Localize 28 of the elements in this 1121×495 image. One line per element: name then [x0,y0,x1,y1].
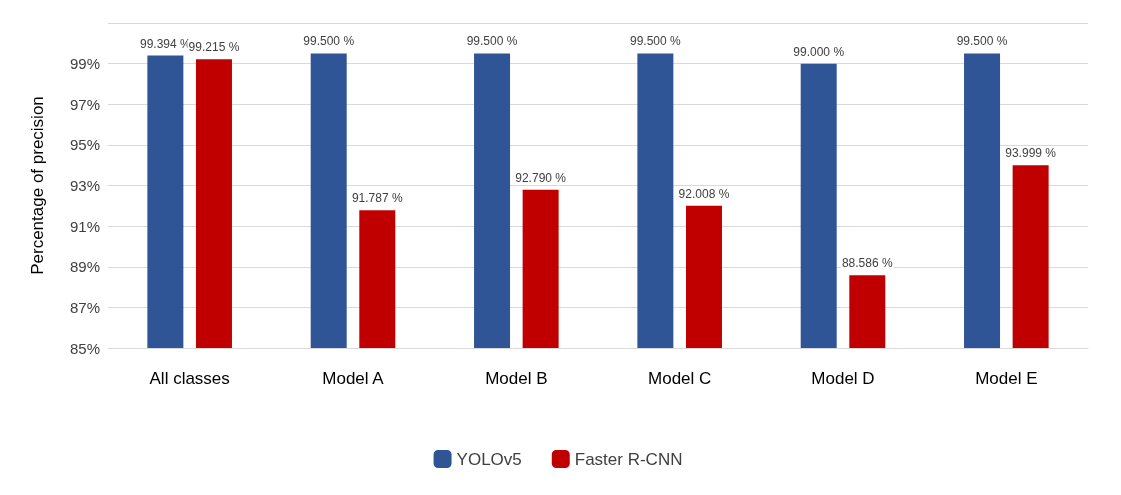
legend-label: Faster R-CNN [574,449,683,469]
y-axis-title: Percentage of precision [28,96,47,275]
y-tick-label: 87% [69,298,100,316]
data-label: 88.586 % [841,256,893,271]
data-label: 99.500 % [630,34,682,49]
x-tick-label: Model D [811,369,875,388]
data-label: 99.500 % [956,34,1008,49]
x-tick-label: Model B [485,369,548,388]
y-tick-label: 89% [69,258,100,276]
data-label: 99.215 % [188,40,240,55]
legend-label: YOLOv5 [456,449,522,469]
data-label: 92.008 % [678,186,730,201]
y-tick-label: 93% [69,177,100,194]
y-tick-label: 99% [69,55,100,73]
x-tick-label: Model A [322,369,385,388]
data-label: 93.999 % [1005,146,1057,161]
y-tick-label: 85% [69,339,100,357]
data-label: 99.500 % [466,34,518,49]
x-tick-label: Model C [648,369,712,388]
data-label: 92.790 % [515,170,567,185]
y-tick-label: 97% [69,95,100,113]
data-label: 99.000 % [793,44,845,59]
data-label: 91.787 % [351,191,403,206]
y-tick-label: 95% [69,136,100,154]
x-tick-label: Model E [975,369,1038,388]
data-label: 99.500 % [303,34,355,49]
x-tick-label: All classes [149,369,230,388]
y-tick-label: 91% [69,217,100,235]
